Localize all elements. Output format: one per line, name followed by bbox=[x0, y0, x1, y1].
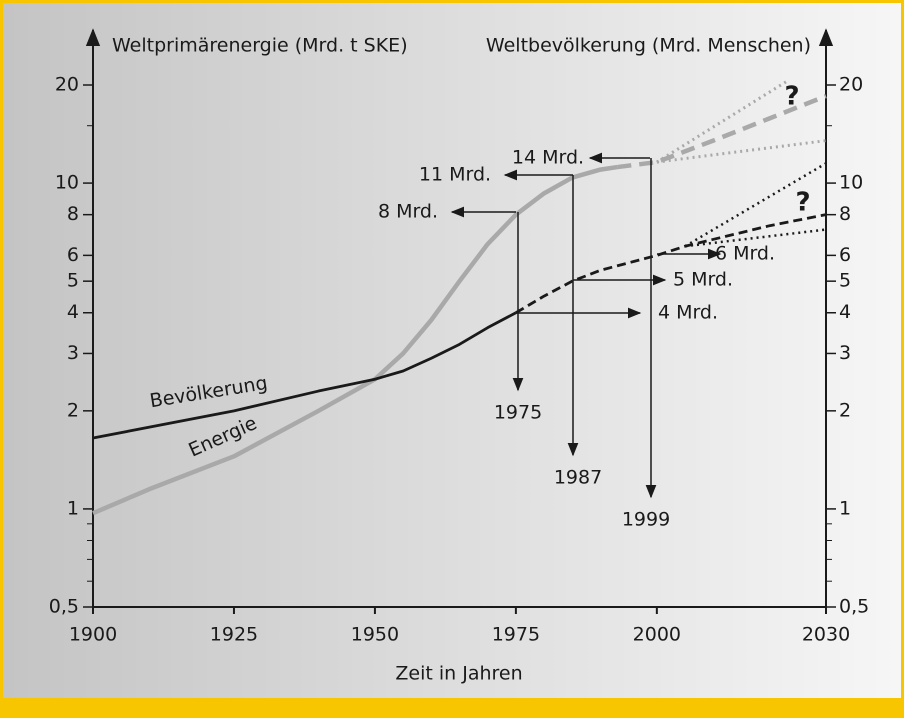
series-line bbox=[92, 311, 517, 440]
y2-tick-label: 0,5 bbox=[839, 596, 869, 618]
y2-tick-label: 20 bbox=[839, 74, 863, 96]
y-tick-label: 2 bbox=[67, 399, 79, 421]
background bbox=[3, 3, 901, 698]
y2-tick-label: 2 bbox=[839, 399, 851, 421]
annotation: ? bbox=[795, 188, 810, 218]
y2-tick-label: 1 bbox=[839, 497, 851, 519]
annotation: 1999 bbox=[622, 509, 670, 531]
annotation: 4 Mrd. bbox=[658, 302, 718, 324]
x-tick-label: 1950 bbox=[351, 624, 399, 646]
series-line bbox=[617, 93, 827, 170]
y-tick-label: 6 bbox=[67, 244, 79, 266]
annotation: 1975 bbox=[494, 402, 542, 424]
annotation: 14 Mrd. bbox=[512, 147, 584, 169]
annotation: 11 Mrd. bbox=[419, 164, 491, 186]
y-tick-label: 3 bbox=[67, 342, 79, 364]
x-tick-label: 1900 bbox=[69, 624, 117, 646]
y-tick-label: 8 bbox=[67, 203, 79, 225]
annotation: 8 Mrd. bbox=[378, 201, 438, 223]
annotation: 5 Mrd. bbox=[673, 269, 733, 291]
y-axis-label: Weltprimärenergie (Mrd. t SKE) bbox=[112, 35, 408, 57]
y-tick-label: 1 bbox=[67, 497, 79, 519]
annotation: ? bbox=[784, 82, 799, 112]
y2-tick-label: 6 bbox=[839, 244, 851, 266]
y2-tick-label: 3 bbox=[839, 342, 851, 364]
series-line bbox=[92, 164, 618, 516]
y-tick-label: 20 bbox=[55, 74, 79, 96]
y-tick-label: 10 bbox=[55, 172, 79, 194]
x-tick-label: 1925 bbox=[210, 624, 258, 646]
y-tick-label: 5 bbox=[67, 270, 79, 292]
x-axis-label: Zeit in Jahren bbox=[395, 663, 522, 685]
series-line bbox=[515, 213, 827, 314]
x-tick-label: 2000 bbox=[633, 624, 681, 646]
y2-tick-label: 8 bbox=[839, 203, 851, 225]
y2-axis-label: Weltbevölkerung (Mrd. Menschen) bbox=[486, 35, 811, 57]
series-line bbox=[656, 139, 827, 164]
series-line bbox=[656, 80, 788, 164]
y-tick-label: 4 bbox=[67, 301, 79, 323]
y2-tick-label: 5 bbox=[839, 270, 851, 292]
annotation: 6 Mrd. bbox=[715, 243, 775, 265]
x-tick-label: 1975 bbox=[492, 624, 540, 646]
y2-tick-label: 4 bbox=[839, 301, 851, 323]
y2-tick-label: 10 bbox=[839, 172, 863, 194]
y-tick-label: 0,5 bbox=[49, 596, 79, 618]
annotation: 1987 bbox=[554, 467, 602, 489]
x-tick-label: 2030 bbox=[802, 624, 850, 646]
